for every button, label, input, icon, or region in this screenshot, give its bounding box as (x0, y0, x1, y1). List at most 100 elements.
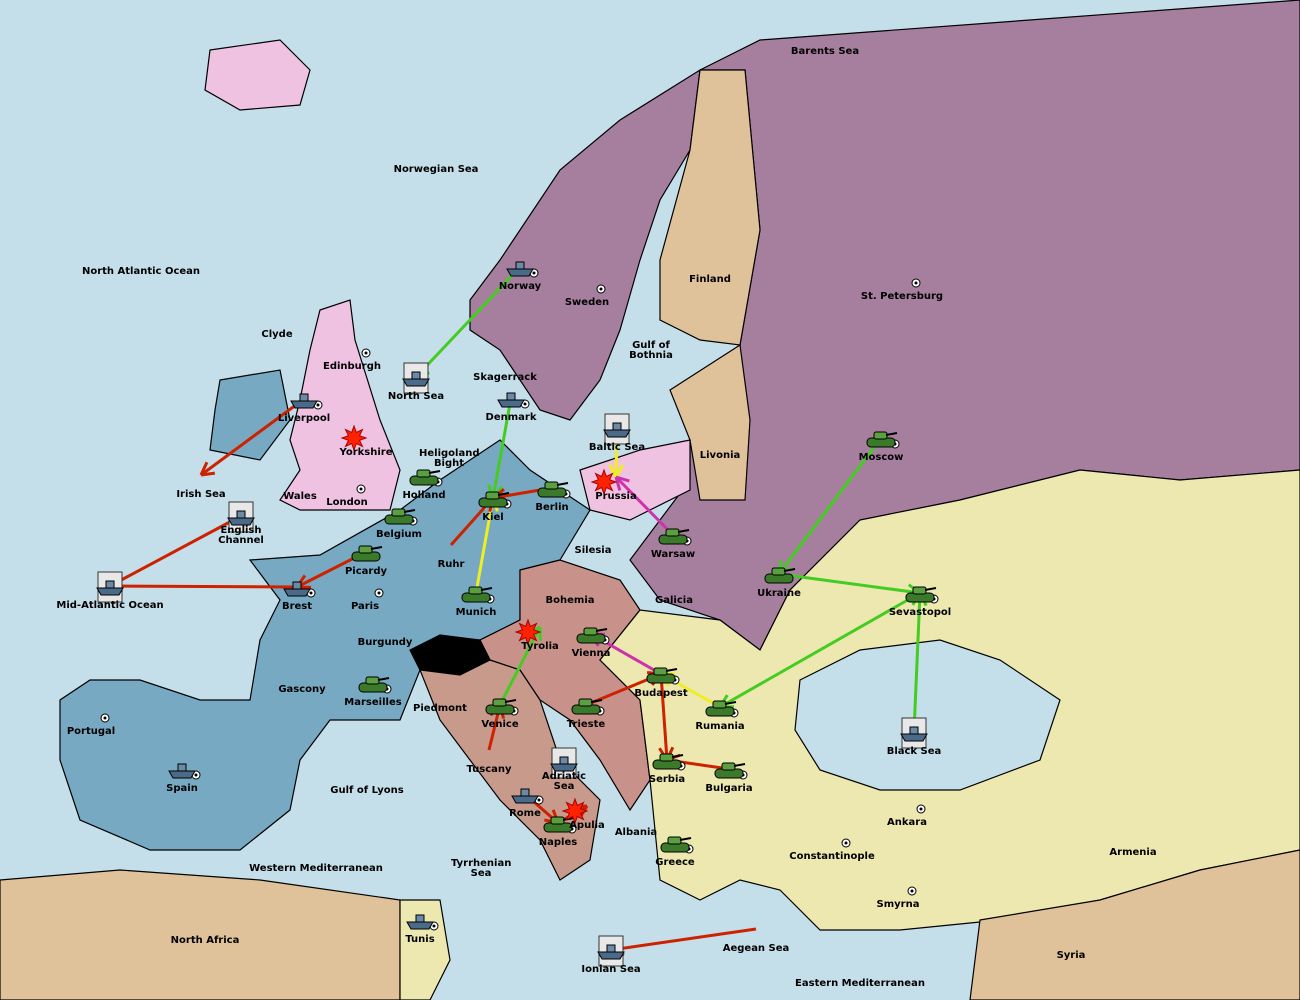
territory-label-denmark[interactable]: Denmark (485, 412, 537, 423)
army-unit-icon[interactable] (478, 491, 510, 508)
fleet-unit-icon[interactable] (506, 261, 534, 277)
fleet-unit-icon[interactable] (550, 747, 578, 779)
fleet-unit-icon[interactable] (402, 362, 430, 394)
territory-label-eastern-mediterranean[interactable]: Eastern Mediterranean (795, 978, 925, 989)
territory-label-picardy[interactable]: Picardy (344, 566, 388, 577)
army-unit-icon[interactable] (658, 528, 690, 545)
territory-label-norway[interactable]: Norway (498, 281, 542, 292)
army-unit-icon[interactable] (576, 627, 608, 644)
territory-label-piedmont[interactable]: Piedmont (413, 703, 467, 714)
territory-label-berlin[interactable]: Berlin (535, 502, 569, 513)
army-unit-icon[interactable] (358, 676, 390, 693)
territory-label-rome[interactable]: Rome (509, 808, 541, 819)
territory-label-tyrolia[interactable]: Tyrolia (521, 641, 559, 652)
territory-label-clyde[interactable]: Clyde (261, 329, 293, 340)
territory-label-moscow[interactable]: Moscow (858, 452, 904, 463)
army-unit-icon[interactable] (409, 469, 441, 486)
army-unit-icon[interactable] (705, 700, 737, 717)
fleet-unit-icon[interactable] (96, 571, 124, 603)
fleet-unit-icon[interactable] (603, 413, 631, 445)
territory-label-marseilles[interactable]: Marseilles (344, 697, 402, 708)
territory-label-sevastopol[interactable]: Sevastopol (888, 607, 952, 618)
territory-label-mid-atlantic-ocean[interactable]: Mid-Atlantic Ocean (56, 600, 164, 611)
army-unit-icon[interactable] (764, 567, 796, 584)
army-unit-icon[interactable] (485, 698, 517, 715)
army-unit-icon[interactable] (646, 667, 678, 684)
army-unit-icon[interactable] (660, 836, 692, 853)
fleet-unit-icon[interactable] (497, 392, 525, 408)
territory-label-munich[interactable]: Munich (455, 607, 497, 618)
territory-label-venice[interactable]: Venice (481, 719, 519, 730)
territory-label-tunis[interactable]: Tunis (405, 934, 435, 945)
territory-label-north-atlantic-ocean[interactable]: North Atlantic Ocean (81, 266, 201, 277)
territory-label-gulf-of-bothnia[interactable]: Gulf of Bothnia (629, 340, 673, 361)
fleet-unit-icon[interactable] (511, 788, 539, 804)
army-unit-icon[interactable] (351, 545, 383, 562)
territory-label-baltic-sea[interactable]: Baltic Sea (588, 442, 646, 453)
territory-label-tyrrhenian-sea[interactable]: Tyrrhenian Sea (451, 858, 512, 879)
territory-label-adriatic-sea[interactable]: Adriatic Sea (541, 771, 587, 792)
army-unit-icon[interactable] (384, 508, 416, 525)
army-unit-icon[interactable] (905, 586, 937, 603)
territory-label-apulia[interactable]: Apulia (569, 820, 605, 831)
territory-label-constantinople[interactable]: Constantinople (789, 851, 875, 862)
territory-label-armenia[interactable]: Armenia (1109, 847, 1157, 858)
territory-label-ionian-sea[interactable]: Ionian Sea (581, 964, 641, 975)
territory-label-albania[interactable]: Albania (614, 827, 658, 838)
territory-label-galicia[interactable]: Galicia (655, 595, 693, 606)
fleet-unit-icon[interactable] (168, 763, 196, 779)
territory-label-warsaw[interactable]: Warsaw (650, 549, 696, 560)
army-unit-icon[interactable] (543, 816, 575, 833)
territory-label-ankara[interactable]: Ankara (887, 817, 927, 828)
territory-label-english-channel[interactable]: English Channel (218, 525, 264, 546)
territory-label-gascony[interactable]: Gascony (278, 684, 326, 695)
army-unit-icon[interactable] (461, 586, 493, 603)
territory-label-western-mediterranean[interactable]: Western Mediterranean (249, 863, 383, 874)
territory-label-north-sea[interactable]: North Sea (387, 391, 445, 402)
territory-label-wales[interactable]: Wales (283, 491, 317, 502)
territory-label-ukraine[interactable]: Ukraine (757, 588, 801, 599)
territory-label-portugal[interactable]: Portugal (66, 726, 116, 737)
army-unit-icon[interactable] (866, 431, 898, 448)
army-unit-icon[interactable] (537, 481, 569, 498)
territory-label-livonia[interactable]: Livonia (699, 450, 741, 461)
territory-label-finland[interactable]: Finland (689, 274, 731, 285)
territory-label-norwegian-sea[interactable]: Norwegian Sea (393, 164, 479, 175)
territory-label-north-africa[interactable]: North Africa (170, 935, 240, 946)
fleet-unit-icon[interactable] (406, 914, 434, 930)
territory-label-serbia[interactable]: Serbia (648, 774, 686, 785)
territory-label-bohemia[interactable]: Bohemia (545, 595, 595, 606)
territory-label-ruhr[interactable]: Ruhr (437, 559, 465, 570)
territory-label-belgium[interactable]: Belgium (376, 529, 422, 540)
territory-label-budapest[interactable]: Budapest (634, 688, 688, 699)
territory-label-liverpool[interactable]: Liverpool (277, 413, 331, 424)
territory-label-smyrna[interactable]: Smyrna (876, 899, 920, 910)
territory-label-gulf-of-lyons[interactable]: Gulf of Lyons (330, 785, 404, 796)
territory-label-greece[interactable]: Greece (655, 857, 695, 868)
territory-label-black-sea[interactable]: Black Sea (886, 746, 942, 757)
territory-label-bulgaria[interactable]: Bulgaria (705, 783, 753, 794)
territory-label-heligoland-bight[interactable]: Heligoland Bight (419, 448, 480, 469)
fleet-unit-icon[interactable] (227, 501, 255, 533)
fleet-unit-icon[interactable] (900, 717, 928, 749)
territory-label-trieste[interactable]: Trieste (566, 719, 606, 730)
territory-label-st-petersburg[interactable]: St. Petersburg (860, 291, 944, 302)
territory-label-burgundy[interactable]: Burgundy (357, 637, 413, 648)
territory-label-syria[interactable]: Syria (1056, 950, 1086, 961)
territory-label-naples[interactable]: Naples (538, 837, 578, 848)
territory-label-aegean-sea[interactable]: Aegean Sea (722, 943, 790, 954)
territory-label-london[interactable]: London (326, 497, 368, 508)
fleet-unit-icon[interactable] (290, 393, 318, 409)
territory-label-edinburgh[interactable]: Edinburgh (322, 361, 382, 372)
territory-label-brest[interactable]: Brest (281, 601, 313, 612)
territory-label-skagerrack[interactable]: Skagerrack (473, 372, 537, 383)
fleet-unit-icon[interactable] (597, 935, 625, 967)
territory-label-yorkshire[interactable]: Yorkshire (339, 447, 393, 458)
territory-label-spain[interactable]: Spain (166, 783, 198, 794)
army-unit-icon[interactable] (652, 753, 684, 770)
territory-label-irish-sea[interactable]: Irish Sea (176, 489, 226, 500)
territory-label-prussia[interactable]: Prussia (595, 491, 637, 502)
territory-label-barents-sea[interactable]: Barents Sea (790, 46, 860, 57)
territory-label-kiel[interactable]: Kiel (482, 512, 504, 523)
